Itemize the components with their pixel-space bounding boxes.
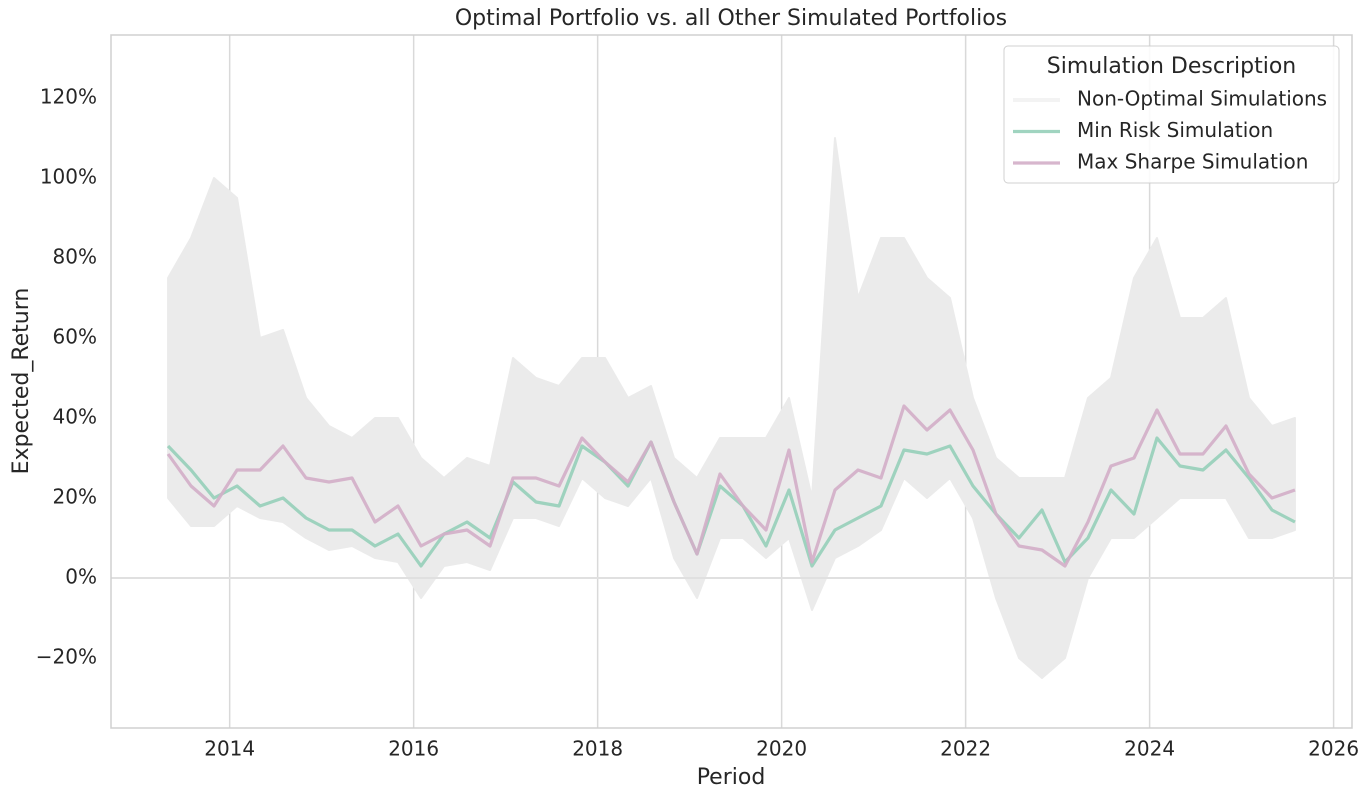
y-tick-label: 0% (65, 565, 97, 589)
y-tick-label: 100% (40, 165, 97, 189)
y-tick-label: −20% (36, 645, 97, 669)
series-line (166, 436, 1296, 568)
y-axis-label: Expected_Return (9, 288, 34, 475)
x-tick-label: 2024 (1124, 737, 1175, 761)
simulation-band (167, 137, 1296, 679)
plot-frame (110, 34, 1353, 729)
legend-title: Simulation Description (1047, 54, 1296, 79)
y-tick-label: 40% (53, 405, 97, 429)
legend-box (1003, 45, 1340, 184)
legend: Simulation Description Non-Optimal Simula… (1003, 45, 1340, 184)
legend-label: Non-Optimal Simulations (1077, 87, 1327, 111)
y-tick-label: 20% (53, 485, 97, 509)
x-tick-label: 2022 (940, 737, 991, 761)
x-axis-label: Period (697, 765, 766, 790)
legend-label: Min Risk Simulation (1077, 118, 1273, 142)
series-line (166, 404, 1296, 568)
x-tick-label: 2018 (572, 737, 623, 761)
chart-title: Optimal Portfolio vs. all Other Simulate… (455, 6, 1007, 31)
y-tick-label: 120% (40, 85, 97, 109)
x-tick-label: 2026 (1308, 737, 1359, 761)
legend-label: Max Sharpe Simulation (1077, 150, 1308, 174)
y-tick-label: 60% (53, 325, 97, 349)
x-tick-label: 2020 (756, 737, 807, 761)
y-tick-label: 80% (53, 245, 97, 269)
x-tick-label: 2016 (388, 737, 439, 761)
x-tick-label: 2014 (204, 737, 255, 761)
